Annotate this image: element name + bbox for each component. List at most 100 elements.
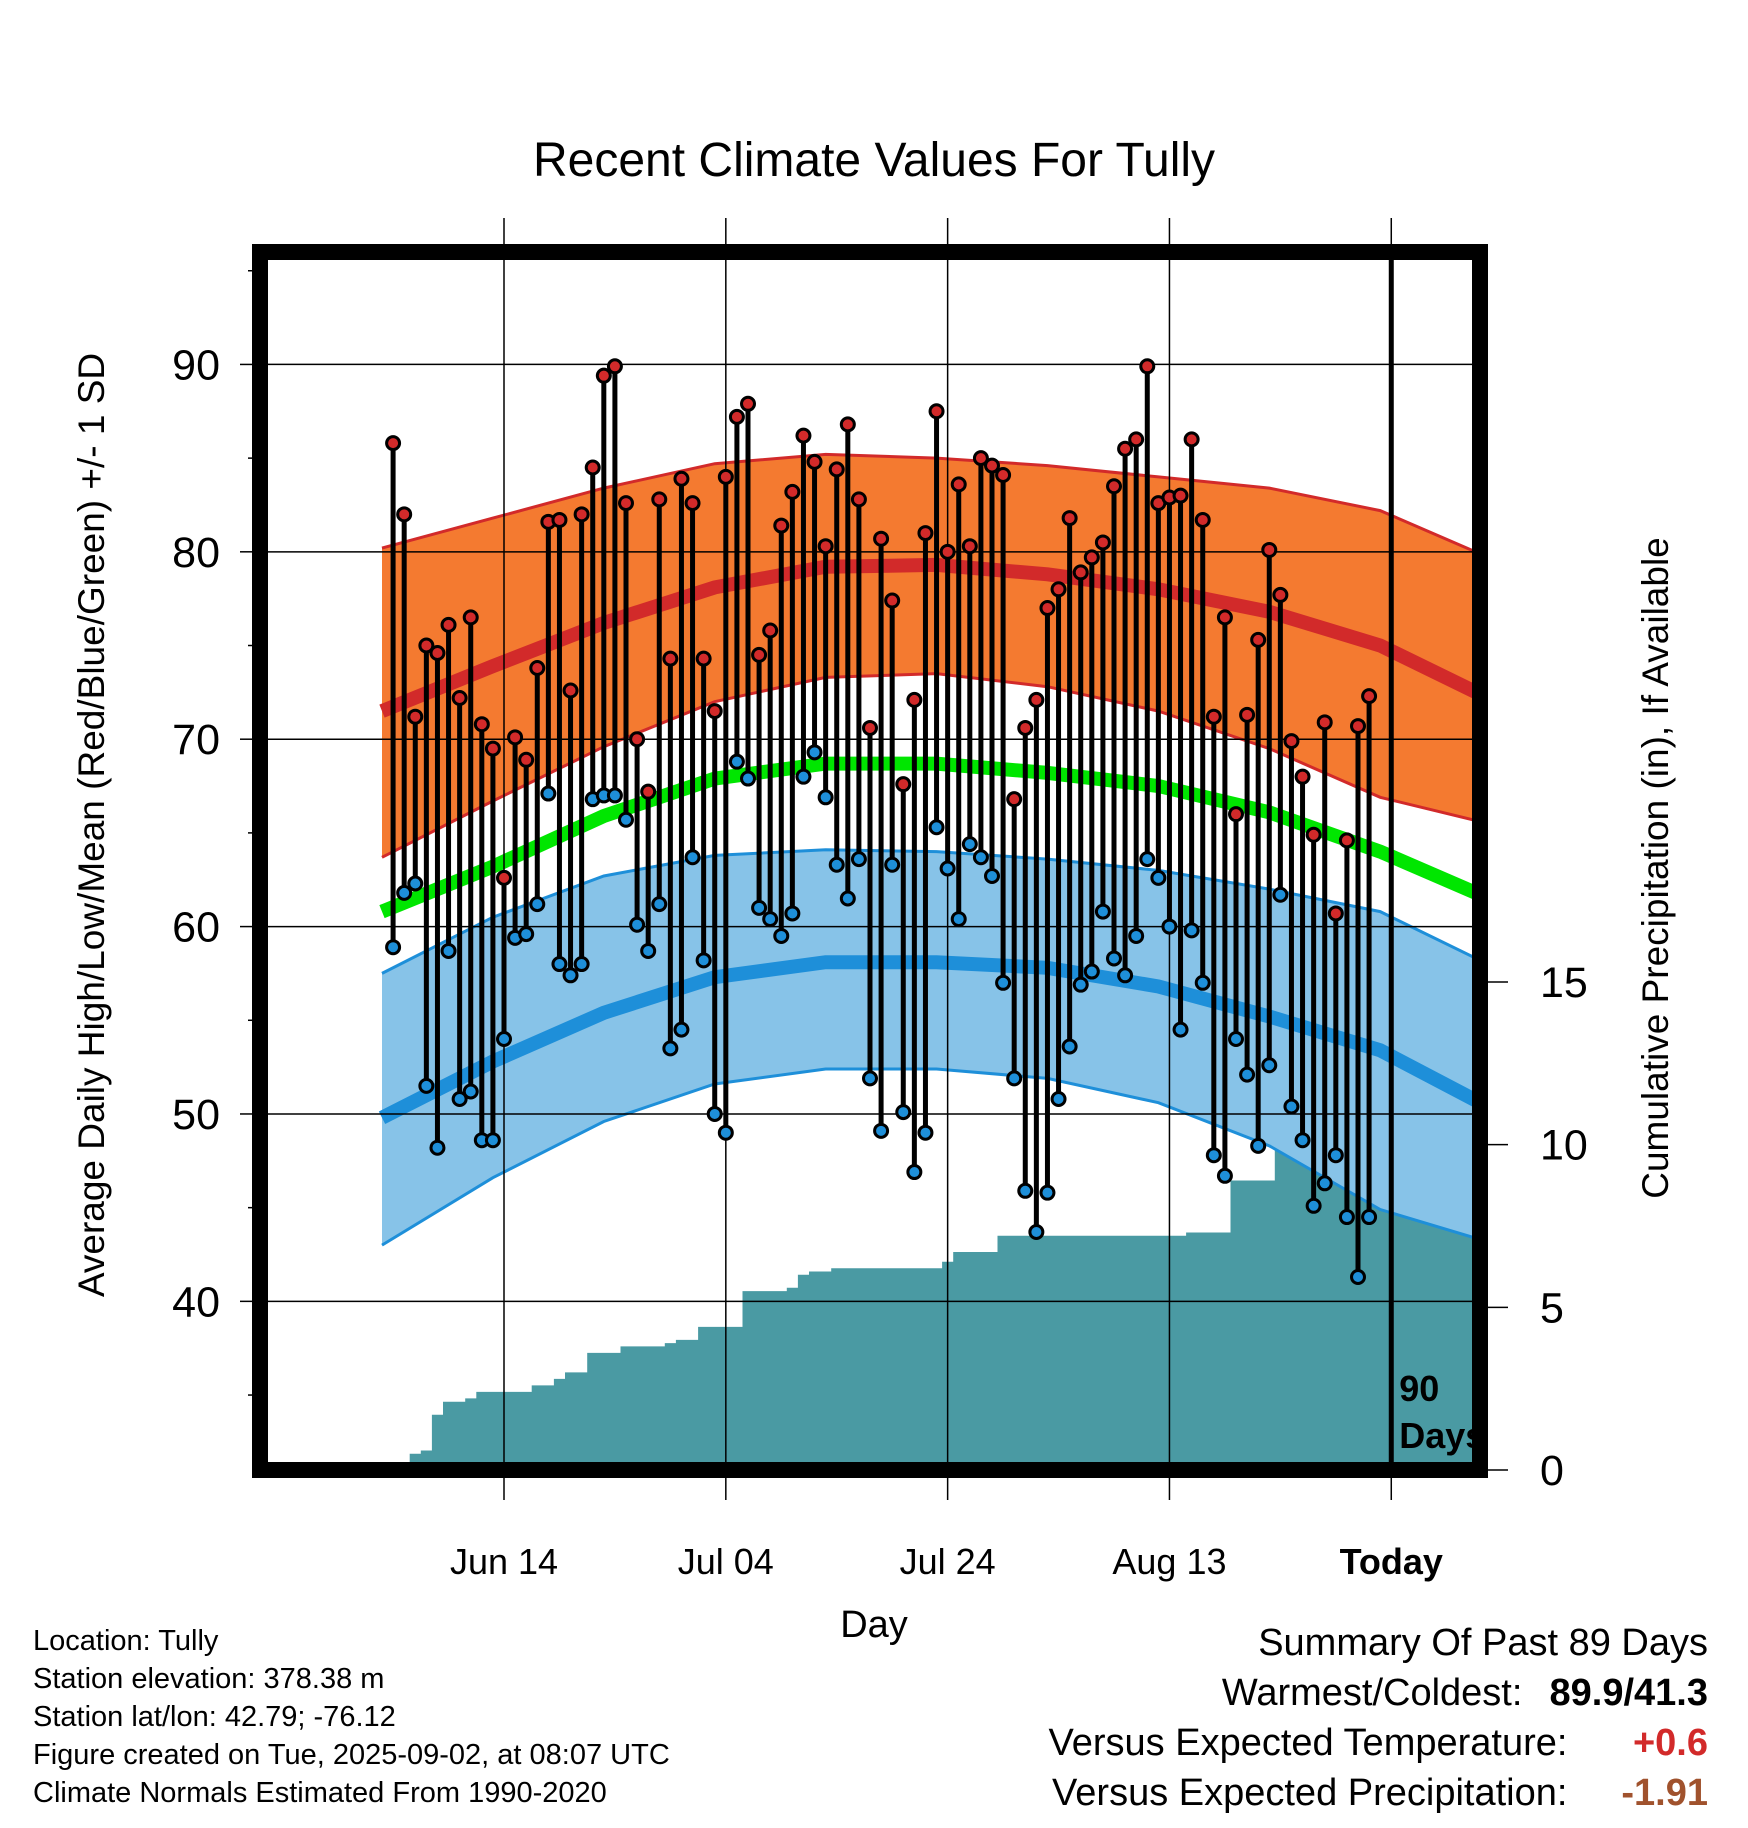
y-tick-label: 70 — [172, 716, 220, 764]
precip-value: -1.91 — [1621, 1772, 1708, 1814]
daily-low-point — [884, 856, 901, 873]
daily-low-point — [695, 952, 712, 969]
daily-high-point — [850, 491, 867, 508]
daily-high-point — [418, 637, 435, 654]
daily-high-point — [1061, 510, 1078, 527]
daily-high-point — [728, 408, 745, 425]
daily-high-point — [706, 703, 723, 720]
daily-high-point — [1305, 826, 1322, 843]
daily-low-point — [1283, 1098, 1300, 1115]
daily-low-point — [1050, 1090, 1067, 1107]
daily-high-point — [817, 538, 834, 555]
daily-high-point — [562, 682, 579, 699]
daily-low-point — [984, 867, 1000, 884]
daily-low-point — [1139, 851, 1156, 868]
daily-high-point — [1228, 806, 1244, 823]
daily-low-point — [1261, 1057, 1278, 1074]
period-label-line2: Days — [1399, 1415, 1485, 1456]
daily-low-point — [1172, 1021, 1189, 1038]
daily-high-point — [551, 511, 568, 528]
daily-high-point — [1106, 478, 1122, 495]
daily-high-point — [484, 740, 501, 757]
daily-low-point — [795, 768, 812, 785]
daily-high-point — [1028, 691, 1045, 708]
station-metadata: Location: Tully Station elevation: 378.3… — [33, 1622, 670, 1812]
daily-high-point — [451, 689, 468, 706]
daily-low-point — [1228, 1031, 1244, 1048]
daily-low-point — [1017, 1182, 1034, 1199]
daily-low-point — [529, 896, 546, 913]
y-axis-title: Average Daily High/Low/Mean (Red/Blue/Gr… — [71, 353, 112, 1297]
daily-high-point — [762, 622, 779, 639]
daily-low-point — [1028, 1224, 1045, 1241]
daily-high-point — [396, 506, 413, 523]
daily-high-point — [1216, 609, 1233, 626]
daily-low-point — [740, 770, 756, 787]
daily-low-point — [518, 926, 535, 943]
daily-high-point — [995, 466, 1012, 483]
daily-high-point — [1338, 832, 1355, 849]
daily-high-point — [828, 461, 845, 478]
daily-high-point — [751, 646, 768, 663]
daily-low-point — [1072, 976, 1089, 993]
daily-high-point — [507, 729, 524, 746]
daily-high-point — [740, 395, 756, 412]
x-tick-label: Aug 13 — [1112, 1541, 1226, 1582]
daily-low-point — [1250, 1137, 1267, 1154]
daily-low-point — [651, 896, 668, 913]
daily-low-point — [950, 911, 967, 928]
plot-frame — [252, 244, 1488, 1478]
daily-low-point — [906, 1164, 923, 1181]
daily-high-point — [873, 530, 890, 547]
daily-low-point — [1183, 922, 1200, 939]
x-tick-label: Jul 04 — [678, 1541, 774, 1582]
y-tick-label: 50 — [172, 1091, 220, 1139]
daily-low-point — [784, 905, 801, 922]
daily-low-point — [1216, 1167, 1233, 1184]
y2-axis-title: Cumulative Precipitation (in), If Availa… — [1635, 537, 1676, 1199]
daily-high-point — [1183, 431, 1200, 448]
daily-low-point — [895, 1104, 912, 1121]
daily-high-point — [1172, 487, 1189, 504]
daily-low-point — [873, 1122, 890, 1139]
daily-low-point — [1350, 1268, 1366, 1285]
daily-low-point — [917, 1124, 934, 1141]
created-text: Figure created on Tue, 2025-09-02, at 08… — [33, 1739, 670, 1771]
daily-low-point — [1083, 963, 1100, 980]
daily-high-point — [1361, 688, 1378, 705]
daily-low-point — [673, 1021, 690, 1038]
temp-label: Versus Expected Temperature: — [1048, 1722, 1568, 1764]
x-tick-label: Today — [1340, 1541, 1443, 1582]
daily-low-point — [640, 942, 657, 959]
daily-high-point — [496, 869, 512, 886]
daily-low-point — [1194, 974, 1211, 991]
daily-low-point — [396, 884, 413, 901]
daily-high-point — [651, 491, 668, 508]
daily-low-point — [773, 927, 790, 944]
daily-low-point — [1039, 1184, 1056, 1201]
latlon-text: Station lat/lon: 42.79; -76.12 — [33, 1701, 396, 1733]
daily-low-point — [828, 856, 845, 873]
daily-high-point — [1006, 791, 1023, 808]
daily-low-point — [1205, 1147, 1222, 1164]
daily-high-point — [784, 483, 801, 500]
daily-high-point — [1294, 768, 1311, 785]
daily-high-point — [862, 719, 878, 736]
daily-high-point — [606, 358, 623, 375]
daily-high-point — [1117, 440, 1134, 457]
daily-high-point — [584, 459, 601, 476]
daily-low-point — [407, 875, 424, 892]
daily-high-point — [717, 468, 734, 485]
daily-low-point — [751, 899, 768, 916]
daily-high-point — [1350, 718, 1366, 735]
daily-high-point — [928, 403, 945, 420]
summary-precip: Versus Expected Precipitation: -1.91 — [1052, 1772, 1708, 1815]
y-tick-label: 60 — [172, 904, 220, 952]
daily-low-point — [662, 1040, 679, 1057]
daily-high-point — [1272, 586, 1289, 603]
normal-low-line — [378, 955, 1480, 1124]
daily-high-point — [618, 495, 634, 512]
daily-low-point — [573, 956, 590, 973]
daily-low-point — [806, 744, 823, 761]
daily-high-point — [529, 659, 546, 676]
